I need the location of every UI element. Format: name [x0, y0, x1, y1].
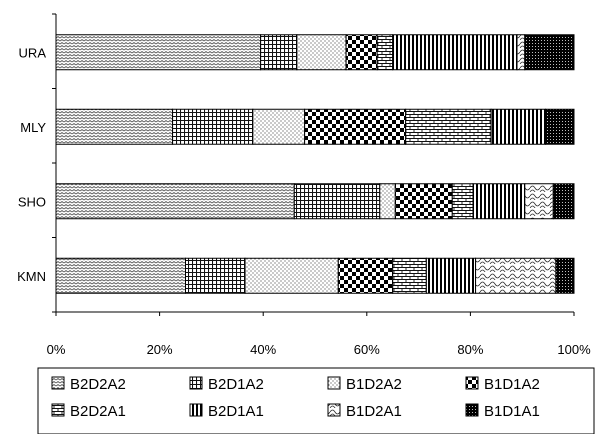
x-tick-label: 60% — [354, 342, 380, 357]
bar-segment-mly-b2d2a2 — [55, 108, 174, 145]
bar-segment-kmn-b1d1a1 — [555, 257, 575, 294]
legend-swatch-b2d1a2 — [189, 376, 203, 390]
bar-segment-sho-b2d2a1 — [451, 183, 474, 220]
x-tick-label: 20% — [147, 342, 173, 357]
legend-swatch-b1d1a1 — [465, 403, 479, 417]
legend-label-b1d2a2: B1D2A2 — [346, 376, 402, 393]
category-label: SHO — [18, 194, 46, 209]
bar-segment-ura-b2d2a2 — [55, 34, 262, 71]
legend-label-b2d1a2: B2D1A2 — [208, 376, 264, 393]
bar-segment-mly-b2d1a2 — [172, 108, 254, 145]
bar-segment-mly-b2d1a1 — [490, 108, 547, 145]
bar-segment-kmn-b2d1a1 — [425, 257, 477, 294]
legend-label-b1d1a2: B1D1A2 — [484, 376, 540, 393]
bar-segment-kmn-b1d1a2 — [337, 257, 394, 294]
bar-segment-sho-b2d1a1 — [472, 183, 526, 220]
bar-segment-sho-b2d2a2 — [55, 183, 295, 220]
legend: B2D2A2 B2D1A2 B1D2A2 B1D1A2 B2D2A1 B2D1A1 B1D2… — [37, 367, 595, 434]
bar-segment-ura-b1d1a2 — [345, 34, 378, 71]
bar-segment-kmn-b2d2a2 — [55, 257, 186, 294]
bar-segment-ura-b1d2a1 — [516, 34, 526, 71]
bar-segment-ura-b2d1a2 — [260, 34, 298, 71]
x-tick-label: 80% — [457, 342, 483, 357]
bar-segment-kmn-b1d2a1 — [475, 257, 557, 294]
legend-label-b2d1a1: B2D1A1 — [208, 403, 264, 420]
bar-segment-ura-b2d2a1 — [376, 34, 394, 71]
legend-swatch-b2d1a1 — [189, 403, 203, 417]
category-label: MLY — [20, 120, 46, 135]
bar-segment-sho-b2d1a2 — [293, 183, 381, 220]
bar-segment-ura-b1d1a1 — [524, 34, 575, 71]
legend-label-b1d1a1: B1D1A1 — [484, 403, 540, 420]
category-labels: URA MLY SHO KMN — [17, 45, 46, 284]
legend-swatch-b2d2a2 — [51, 376, 65, 390]
bar-segment-mly-b1d1a2 — [304, 108, 407, 145]
bar-segment-mly-b1d1a1 — [545, 108, 575, 145]
bar-segment-sho-b1d2a2 — [379, 183, 396, 220]
x-tick-label: 0% — [47, 342, 66, 357]
x-tick-label: 40% — [250, 342, 276, 357]
category-label: URA — [19, 45, 47, 60]
bar-segment-mly-b2d2a1 — [405, 108, 492, 145]
bar-segment-kmn-b2d1a2 — [185, 257, 246, 294]
x-tick-label: 100% — [557, 342, 591, 357]
bar-segment-sho-b1d1a2 — [394, 183, 453, 220]
legend-label-b2d2a2: B2D2A2 — [70, 376, 126, 393]
bar-segment-sho-b1d1a1 — [552, 183, 575, 220]
legend-swatch-b1d2a1 — [327, 403, 341, 417]
bar-segment-kmn-b2d2a1 — [392, 257, 427, 294]
bar-segment-ura-b2d1a1 — [392, 34, 518, 71]
x-tick-labels: 0% 20% 40% 60% 80% 100% — [47, 342, 591, 357]
bar-segment-ura-b1d2a2 — [296, 34, 347, 71]
bar-segment-sho-b1d2a1 — [524, 183, 554, 220]
bars-group — [55, 34, 575, 294]
bar-segment-mly-b1d2a2 — [252, 108, 306, 145]
legend-swatch-b1d2a2 — [327, 376, 341, 390]
legend-label-b1d2a1: B1D2A1 — [346, 403, 402, 420]
legend-swatch-b1d1a2 — [465, 376, 479, 390]
legend-swatch-b2d2a1 — [51, 403, 65, 417]
category-label: KMN — [17, 269, 46, 284]
legend-label-b2d2a1: B2D2A1 — [70, 403, 126, 420]
bar-segment-kmn-b1d2a2 — [244, 257, 339, 294]
legend-box — [37, 367, 595, 434]
